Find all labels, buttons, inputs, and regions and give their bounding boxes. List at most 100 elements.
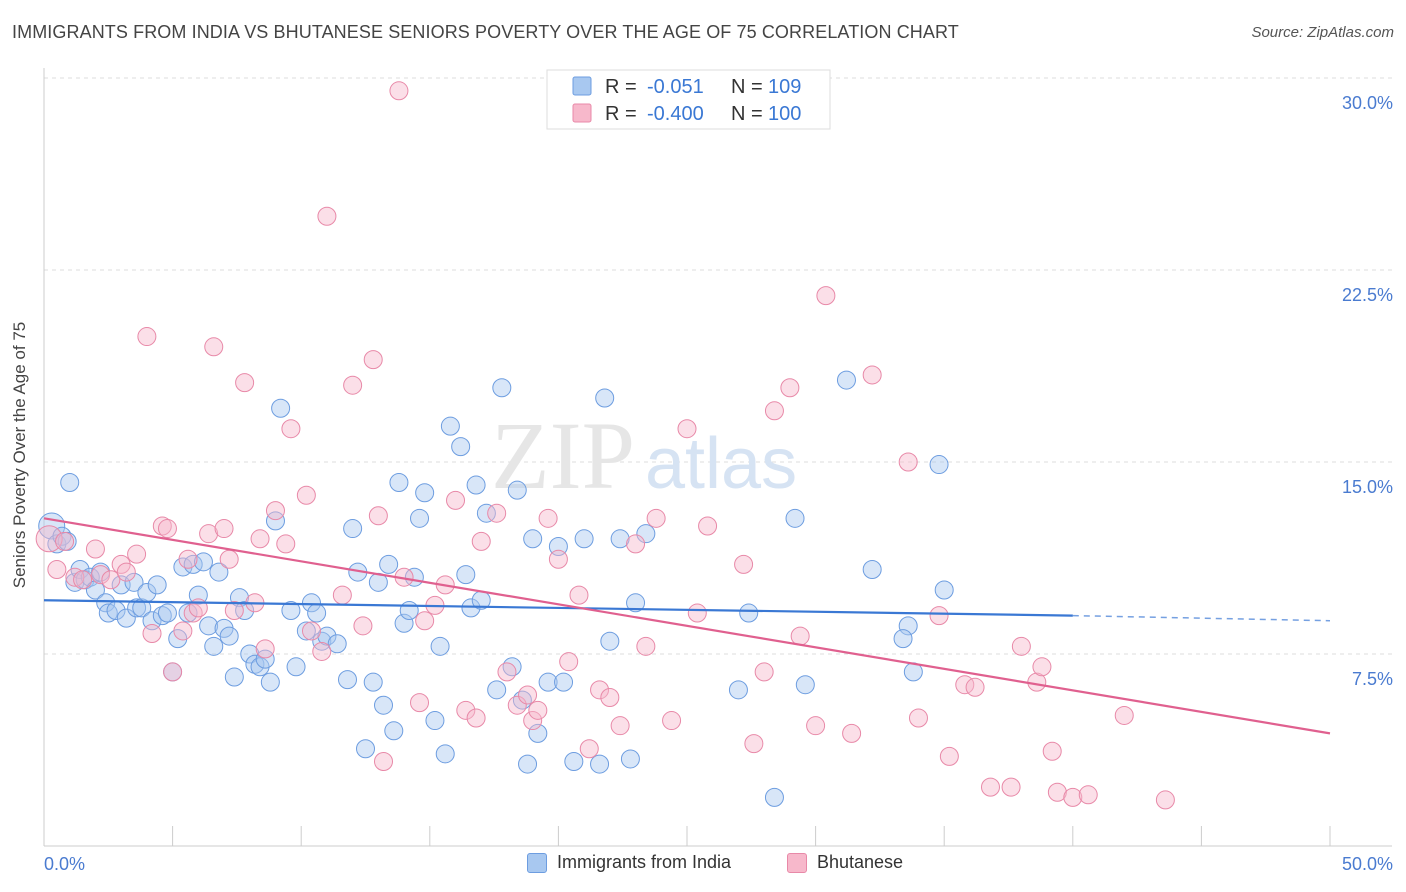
india-trend-line — [43, 599, 1073, 617]
y-tick-label: 7.5% — [1352, 669, 1393, 689]
india-point — [389, 472, 409, 492]
india-point — [271, 398, 291, 418]
watermark-atlas: atlas — [645, 424, 797, 504]
india-point — [523, 529, 543, 549]
legend-r-value: -0.400 — [647, 103, 704, 125]
trend-lines — [43, 517, 1331, 735]
india-point — [564, 752, 584, 772]
india-point — [600, 631, 620, 651]
bhutanese-point — [764, 401, 784, 421]
bhutanese-point — [343, 375, 363, 395]
india-point — [152, 606, 172, 626]
india-point — [934, 580, 954, 600]
bhutanese-point — [1001, 777, 1021, 797]
india-point — [85, 580, 105, 600]
india-point — [235, 600, 255, 620]
legend-n-label: N = — [731, 76, 763, 98]
bhutanese-point — [142, 624, 162, 644]
bhutanese-point — [55, 531, 75, 551]
legend-label-bhutanese: Bhutanese — [817, 852, 904, 872]
legend-n-label: N = — [731, 103, 763, 125]
bhutanese-point — [199, 524, 219, 544]
india-point — [410, 508, 430, 528]
bhutanese-point — [687, 603, 707, 623]
bhutanese-point — [1114, 705, 1134, 725]
legend-swatch — [572, 76, 592, 96]
legend-label-india: Immigrants from India — [557, 852, 732, 872]
bhutanese-point — [255, 639, 275, 659]
india-point — [147, 575, 167, 595]
bhutanese-point — [1047, 782, 1067, 802]
india-point — [265, 511, 285, 531]
bhutanese-point — [518, 685, 538, 705]
india-point — [466, 475, 486, 495]
india-point — [132, 598, 152, 618]
india-point — [374, 695, 394, 715]
bhutanese-point — [224, 600, 244, 620]
bottom-legend-item-bhutanese: Bhutanese — [787, 852, 903, 873]
india-point — [60, 472, 80, 492]
india-point — [209, 562, 229, 582]
india-point — [795, 675, 815, 695]
bhutanese-point — [204, 337, 224, 357]
india-point — [425, 711, 445, 731]
india-point — [98, 603, 118, 623]
bhutanese-point — [137, 327, 157, 347]
india-point — [456, 565, 476, 585]
india-point — [224, 667, 244, 687]
india-point — [893, 629, 913, 649]
bhutanese-point — [559, 652, 579, 672]
india-point — [898, 616, 918, 636]
bhutanese-point — [471, 531, 491, 551]
india-point — [157, 603, 177, 623]
bhutanese-point — [173, 621, 193, 641]
bhutanese-point — [523, 711, 543, 731]
bhutanese-point — [281, 419, 301, 439]
bhutanese-point — [73, 570, 93, 590]
x-tick-label: 0.0% — [44, 854, 85, 874]
bhutanese-point — [116, 562, 136, 582]
bhutanese-point — [466, 708, 486, 728]
tick-labels: 7.5% 15.0% 22.5% 30.0% 0.0% 50.0% — [44, 93, 1393, 874]
bhutanese-point — [569, 585, 589, 605]
bhutanese-point — [579, 739, 599, 759]
india-point — [343, 519, 363, 539]
india-point — [440, 416, 460, 436]
x-tick-label: 50.0% — [1342, 854, 1393, 874]
india-point — [379, 554, 399, 574]
india-point — [415, 483, 435, 503]
chart-source: Source: ZipAtlas.com — [1251, 24, 1394, 41]
bhutanese-point — [1011, 636, 1031, 656]
legend-r-label: R = — [605, 76, 637, 98]
india-point — [301, 593, 321, 613]
bhutanese-point — [806, 716, 826, 736]
bhutanese-point — [507, 695, 527, 715]
india-point — [240, 644, 260, 664]
bhutanese-point — [296, 485, 316, 505]
bhutanese-point — [1063, 787, 1083, 807]
bhutanese-point — [590, 680, 610, 700]
india-point — [554, 672, 574, 692]
india-point — [739, 603, 759, 623]
legend-n-value: 109 — [768, 76, 801, 98]
india-point — [595, 388, 615, 408]
bhutanese-point — [456, 700, 476, 720]
india-point — [312, 631, 332, 651]
india-point — [785, 508, 805, 528]
bhutanese-point — [178, 549, 198, 569]
india-point — [728, 680, 748, 700]
legend-r-value: -0.051 — [647, 76, 704, 98]
bhutanese-point — [65, 567, 85, 587]
india-point — [590, 754, 610, 774]
india-point — [862, 560, 882, 580]
india-point — [451, 437, 471, 457]
legend-swatch-india — [527, 852, 547, 873]
india-point — [327, 634, 347, 654]
india-point — [492, 378, 512, 398]
bhutanese-point — [214, 519, 234, 539]
india-point — [384, 721, 404, 741]
bhutanese-point — [677, 419, 697, 439]
bhutanese-point — [374, 752, 394, 772]
bhutanese-point — [734, 554, 754, 574]
bhutanese-point — [862, 365, 882, 385]
